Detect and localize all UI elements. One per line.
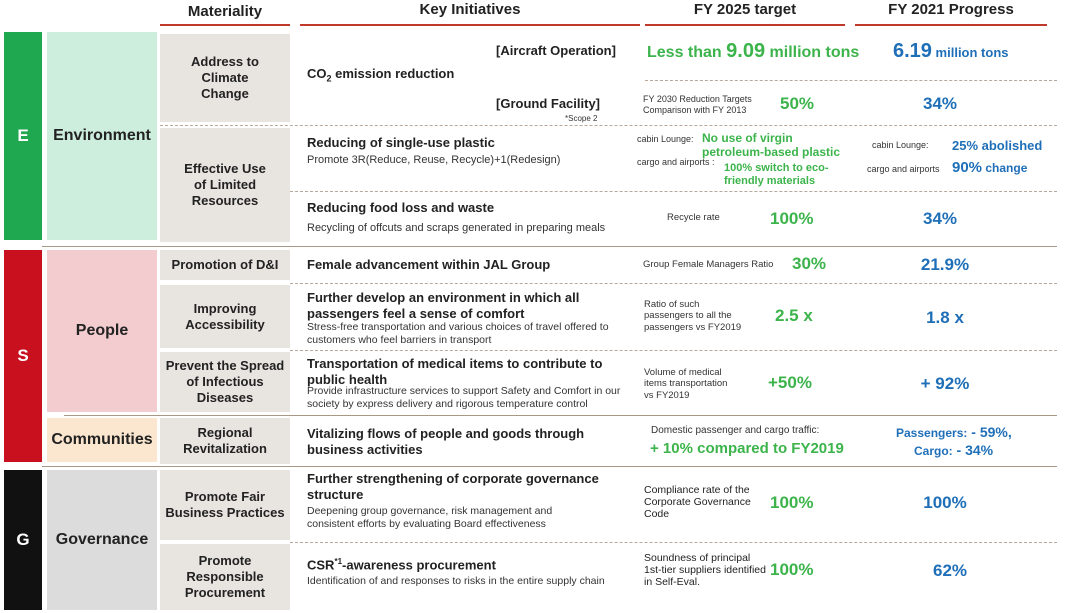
category-label: Environment <box>53 127 151 144</box>
esg-letter-e: E <box>4 32 42 240</box>
csr-metric: Soundness of principal 1st-tier supplier… <box>644 552 766 589</box>
governance-metric: Compliance rate of the Corporate Governa… <box>644 484 751 521</box>
initiative-governance-title: Further strengthening of corporate gover… <box>307 471 599 503</box>
ground-target: 50% <box>780 94 815 113</box>
row-divider <box>290 350 1057 351</box>
ground-progress: 34% <box>922 94 958 113</box>
female-metric: Group Female Managers Ratio <box>643 259 774 270</box>
header-key-initiatives: Key Initiatives <box>419 1 521 18</box>
header-target: FY 2025 target <box>693 1 797 18</box>
esg-letter-s: S <box>4 250 42 462</box>
materiality-fair-business: Promote Fair Business Practices <box>160 470 290 540</box>
header-underline <box>300 24 640 26</box>
female-progress: 21.9% <box>920 255 970 274</box>
food-target: 100% <box>770 209 814 228</box>
category-label: People <box>75 322 129 339</box>
materiality-climate: Address to Climate Change <box>160 34 290 122</box>
plastic-lounge-label: cabin Lounge: <box>637 134 694 144</box>
initiative-co2-title: CO2 emission reduction <box>307 66 455 84</box>
regional-progress-cargo: Cargo: - 34% <box>914 442 994 458</box>
initiative-medical-subtitle: Provide infrastructure services to suppo… <box>307 385 621 411</box>
plastic-progress-lounge-label: cabin Lounge: <box>872 140 929 150</box>
materiality-regional: Regional Revitalization <box>160 418 290 464</box>
csr-target: 100% <box>770 560 814 579</box>
section-divider <box>42 466 1057 467</box>
governance-progress: 100% <box>923 493 967 512</box>
header-underline <box>645 24 845 26</box>
header-progress: FY 2021 Progress <box>888 1 1014 18</box>
ground-facility-label: [Ground Facility] <box>496 96 600 111</box>
initiative-comfort-title: Further develop an environment in which … <box>307 290 580 322</box>
header-underline <box>160 24 290 26</box>
food-metric: Recycle rate <box>667 212 720 223</box>
category-label: Communities <box>51 431 153 448</box>
initiative-csr-subtitle: Identification of and responses to risks… <box>307 575 605 587</box>
initiative-regional-title: Vitalizing flows of people and goods thr… <box>307 426 585 458</box>
materiality-dni: Promotion of D&I <box>160 250 290 280</box>
initiative-medical-title: Transportation of medical items to contr… <box>307 356 603 388</box>
category-environment: Environment <box>47 32 157 240</box>
initiative-comfort-subtitle: Stress-free transportation and various c… <box>307 321 609 347</box>
comfort-target: 2.5 x <box>775 306 813 325</box>
plastic-progress-cargo-label: cargo and airports <box>867 164 940 174</box>
comfort-progress: 1.8 x <box>926 308 964 327</box>
materiality-procurement: Promote Responsible Procurement <box>160 544 290 610</box>
scope-note: *Scope 2 <box>565 114 598 123</box>
row-divider <box>290 191 1057 192</box>
aircraft-progress: 6.19 million tons <box>893 40 1009 62</box>
regional-progress-passengers: Passengers: - 59%, <box>896 424 1012 440</box>
medical-progress: + 92% <box>920 374 970 393</box>
materiality-resources: Effective Use of Limited Resources <box>160 128 290 242</box>
plastic-progress-cargo-value: 90% change <box>952 159 1028 176</box>
regional-metric: Domestic passenger and cargo traffic: <box>651 425 820 436</box>
ground-metric: FY 2030 Reduction Targets Comparison wit… <box>643 94 752 115</box>
section-divider <box>64 415 1057 416</box>
initiative-food-subtitle: Recycling of offcuts and scraps generate… <box>307 222 606 234</box>
medical-target: +50% <box>768 373 812 392</box>
initiative-plastic-subtitle: Promote 3R(Reduce, Reuse, Recycle)+1(Red… <box>307 154 561 166</box>
female-target: 30% <box>792 254 827 273</box>
plastic-cargo-label: cargo and airports : <box>637 157 715 167</box>
governance-target: 100% <box>770 493 814 512</box>
comfort-metric: Ratio of such passengers to all the pass… <box>644 299 742 333</box>
medical-metric: Volume of medical items transportation v… <box>644 367 728 401</box>
aircraft-target: Less than 9.09 million tons <box>647 40 860 62</box>
aircraft-operation-label: [Aircraft Operation] <box>496 43 616 58</box>
category-label: Governance <box>55 531 149 548</box>
header-materiality: Materiality <box>187 3 263 20</box>
materiality-infectious: Prevent the Spread of Infectious Disease… <box>160 352 290 412</box>
category-people: People <box>47 250 157 412</box>
row-divider <box>160 125 1057 126</box>
row-divider <box>290 283 1057 284</box>
initiative-csr-title: CSR*1-awareness procurement <box>307 557 496 573</box>
csr-progress: 62% <box>932 561 968 580</box>
plastic-cargo-target: 100% switch to eco-friendly materials <box>724 162 829 188</box>
section-divider <box>42 246 1057 247</box>
header-underline <box>855 24 1047 26</box>
materiality-accessibility: Improving Accessibility <box>160 285 290 348</box>
initiative-governance-subtitle: Deepening group governance, risk managem… <box>307 505 553 531</box>
category-communities: Communities <box>47 418 157 462</box>
row-divider <box>290 542 1057 543</box>
row-divider <box>645 80 1057 81</box>
esg-letter-g: G <box>4 470 42 610</box>
food-progress: 34% <box>922 209 958 228</box>
plastic-lounge-target: No use of virgin petroleum-based plastic <box>702 131 841 160</box>
initiative-female-title: Female advancement within JAL Group <box>307 257 551 272</box>
initiative-plastic-title: Reducing of single-use plastic <box>307 135 495 150</box>
plastic-progress-lounge-value: 25% abolished <box>952 138 1043 153</box>
regional-target: + 10% compared to FY2019 <box>650 440 844 457</box>
category-governance: Governance <box>47 470 157 610</box>
initiative-food-title: Reducing food loss and waste <box>307 200 495 215</box>
